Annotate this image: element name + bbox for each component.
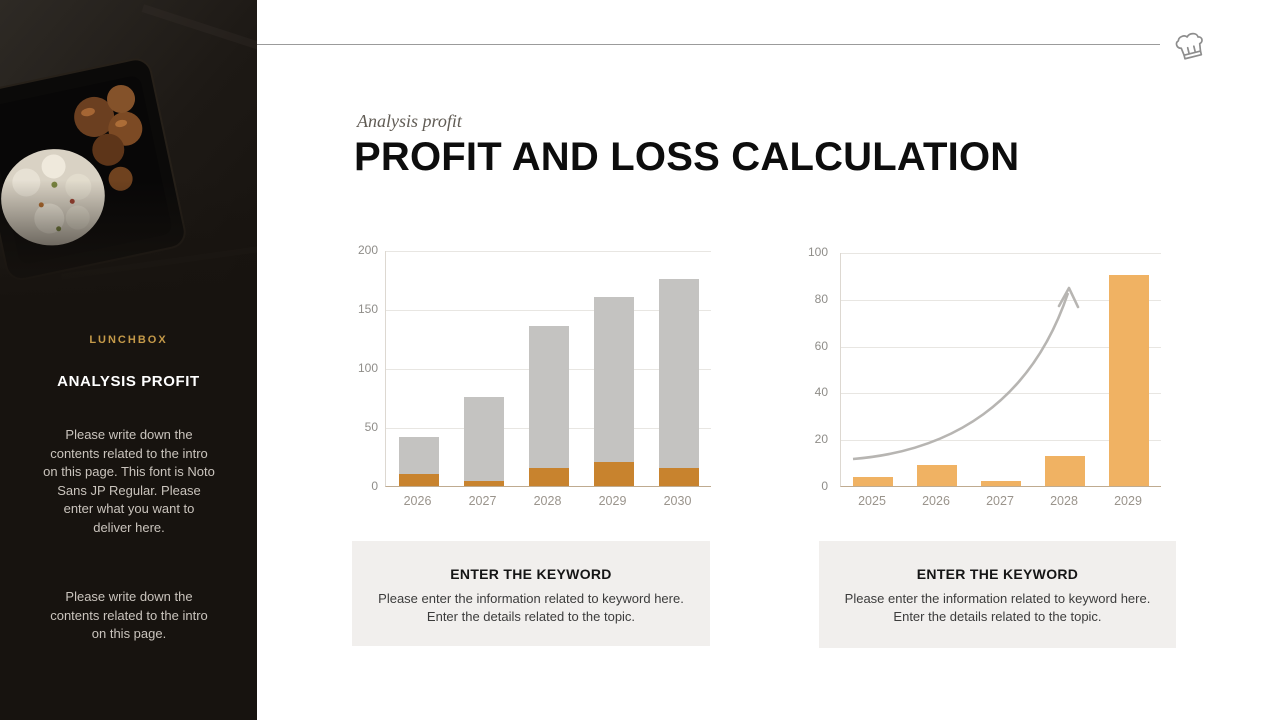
x-axis-labels: 2025 2026 2027 2028 2029	[840, 494, 1160, 508]
bar-segment-profit-base	[658, 468, 699, 486]
keyword-body: Please enter the information related to …	[844, 591, 1151, 624]
top-divider	[257, 44, 1160, 45]
bar-2028	[1045, 456, 1085, 486]
x-tick-label: 2028	[1050, 494, 1078, 508]
bar-segment-revenue	[398, 437, 439, 474]
bar-2028	[528, 326, 569, 486]
sidebar-paragraph-2: Please write down the contents related t…	[50, 589, 208, 641]
slide-subtitle: Analysis profit	[357, 111, 462, 131]
x-axis-labels: 2026 2027 2028 2029 2030	[385, 494, 710, 508]
keyword-title: ENTER THE KEYWORD	[916, 566, 1079, 582]
sidebar-paragraph-1: Please write down the contents related t…	[43, 427, 215, 535]
bar-segment-profit	[853, 477, 893, 486]
keyword-box-right: ENTER THE KEYWORD Please enter the infor…	[819, 541, 1176, 648]
bar-segment-revenue	[528, 326, 569, 468]
chart-bars	[386, 251, 711, 486]
gridline	[386, 310, 711, 311]
keyword-title: ENTER THE KEYWORD	[450, 566, 612, 582]
x-tick-label: 2030	[663, 494, 692, 508]
bar-2029	[1109, 275, 1149, 486]
x-tick-label: 2029	[1114, 494, 1142, 508]
y-tick-label: 50	[364, 420, 378, 434]
bar-segment-revenue	[463, 397, 504, 481]
bar-segment-profit	[917, 465, 957, 486]
bar-segment-revenue	[658, 279, 699, 468]
sidebar: LUNCHBOX ANALYSIS PROFIT Please write do…	[0, 0, 297, 720]
y-tick-label: 100	[807, 245, 828, 259]
keyword-box-left: ENTER THE KEYWORD Please enter the infor…	[352, 541, 710, 646]
bar-segment-profit	[981, 481, 1021, 486]
lunchbox-photo-graphic	[0, 0, 297, 300]
x-tick-label: 2028	[533, 494, 562, 508]
x-tick-label: 2026	[403, 494, 432, 508]
chart-plot-area	[385, 251, 711, 487]
bar-segment-profit	[1045, 456, 1085, 486]
y-tick-label: 20	[814, 432, 828, 447]
bar-2027	[463, 397, 504, 486]
keyword-body: Please enter the information related to …	[378, 591, 684, 624]
chart-bars	[841, 253, 1161, 486]
x-tick-label: 2027	[468, 494, 497, 508]
chart-plot-area	[840, 253, 1161, 487]
bar-segment-profit-base	[593, 462, 634, 486]
chef-hat-icon	[1172, 32, 1210, 64]
sidebar-title: ANALYSIS PROFIT	[57, 373, 200, 390]
brand-label: LUNCHBOX	[89, 334, 168, 346]
y-tick-label: 100	[357, 361, 378, 375]
y-tick-label: 60	[814, 338, 828, 353]
y-tick-label: 150	[357, 302, 378, 316]
bar-2026	[398, 437, 439, 486]
bar-2030	[658, 279, 699, 486]
bar-segment-revenue	[593, 297, 634, 462]
bar-segment-profit-base	[398, 474, 439, 486]
x-tick-label: 2029	[598, 494, 627, 508]
y-tick-label: 0	[821, 479, 828, 493]
bar-2027	[981, 481, 1021, 486]
y-tick-label: 40	[814, 385, 828, 400]
bar-2029	[593, 297, 634, 486]
bar-segment-profit-base	[463, 481, 504, 486]
bar-2025	[853, 477, 893, 486]
x-tick-label: 2026	[922, 494, 950, 508]
y-tick-label: 200	[357, 243, 378, 257]
y-tick-label: 80	[814, 291, 828, 306]
bar-segment-profit-base	[528, 468, 569, 486]
bar-2026	[917, 465, 957, 486]
y-tick-label: 0	[371, 479, 378, 493]
x-tick-label: 2025	[858, 494, 886, 508]
bar-segment-profit	[1109, 275, 1149, 486]
gridline	[386, 251, 711, 252]
x-tick-label: 2027	[986, 494, 1014, 508]
lunchbox-photo	[0, 0, 297, 300]
gridline	[841, 253, 1161, 254]
slide-title: PROFIT AND LOSS CALCULATION	[354, 135, 1020, 179]
